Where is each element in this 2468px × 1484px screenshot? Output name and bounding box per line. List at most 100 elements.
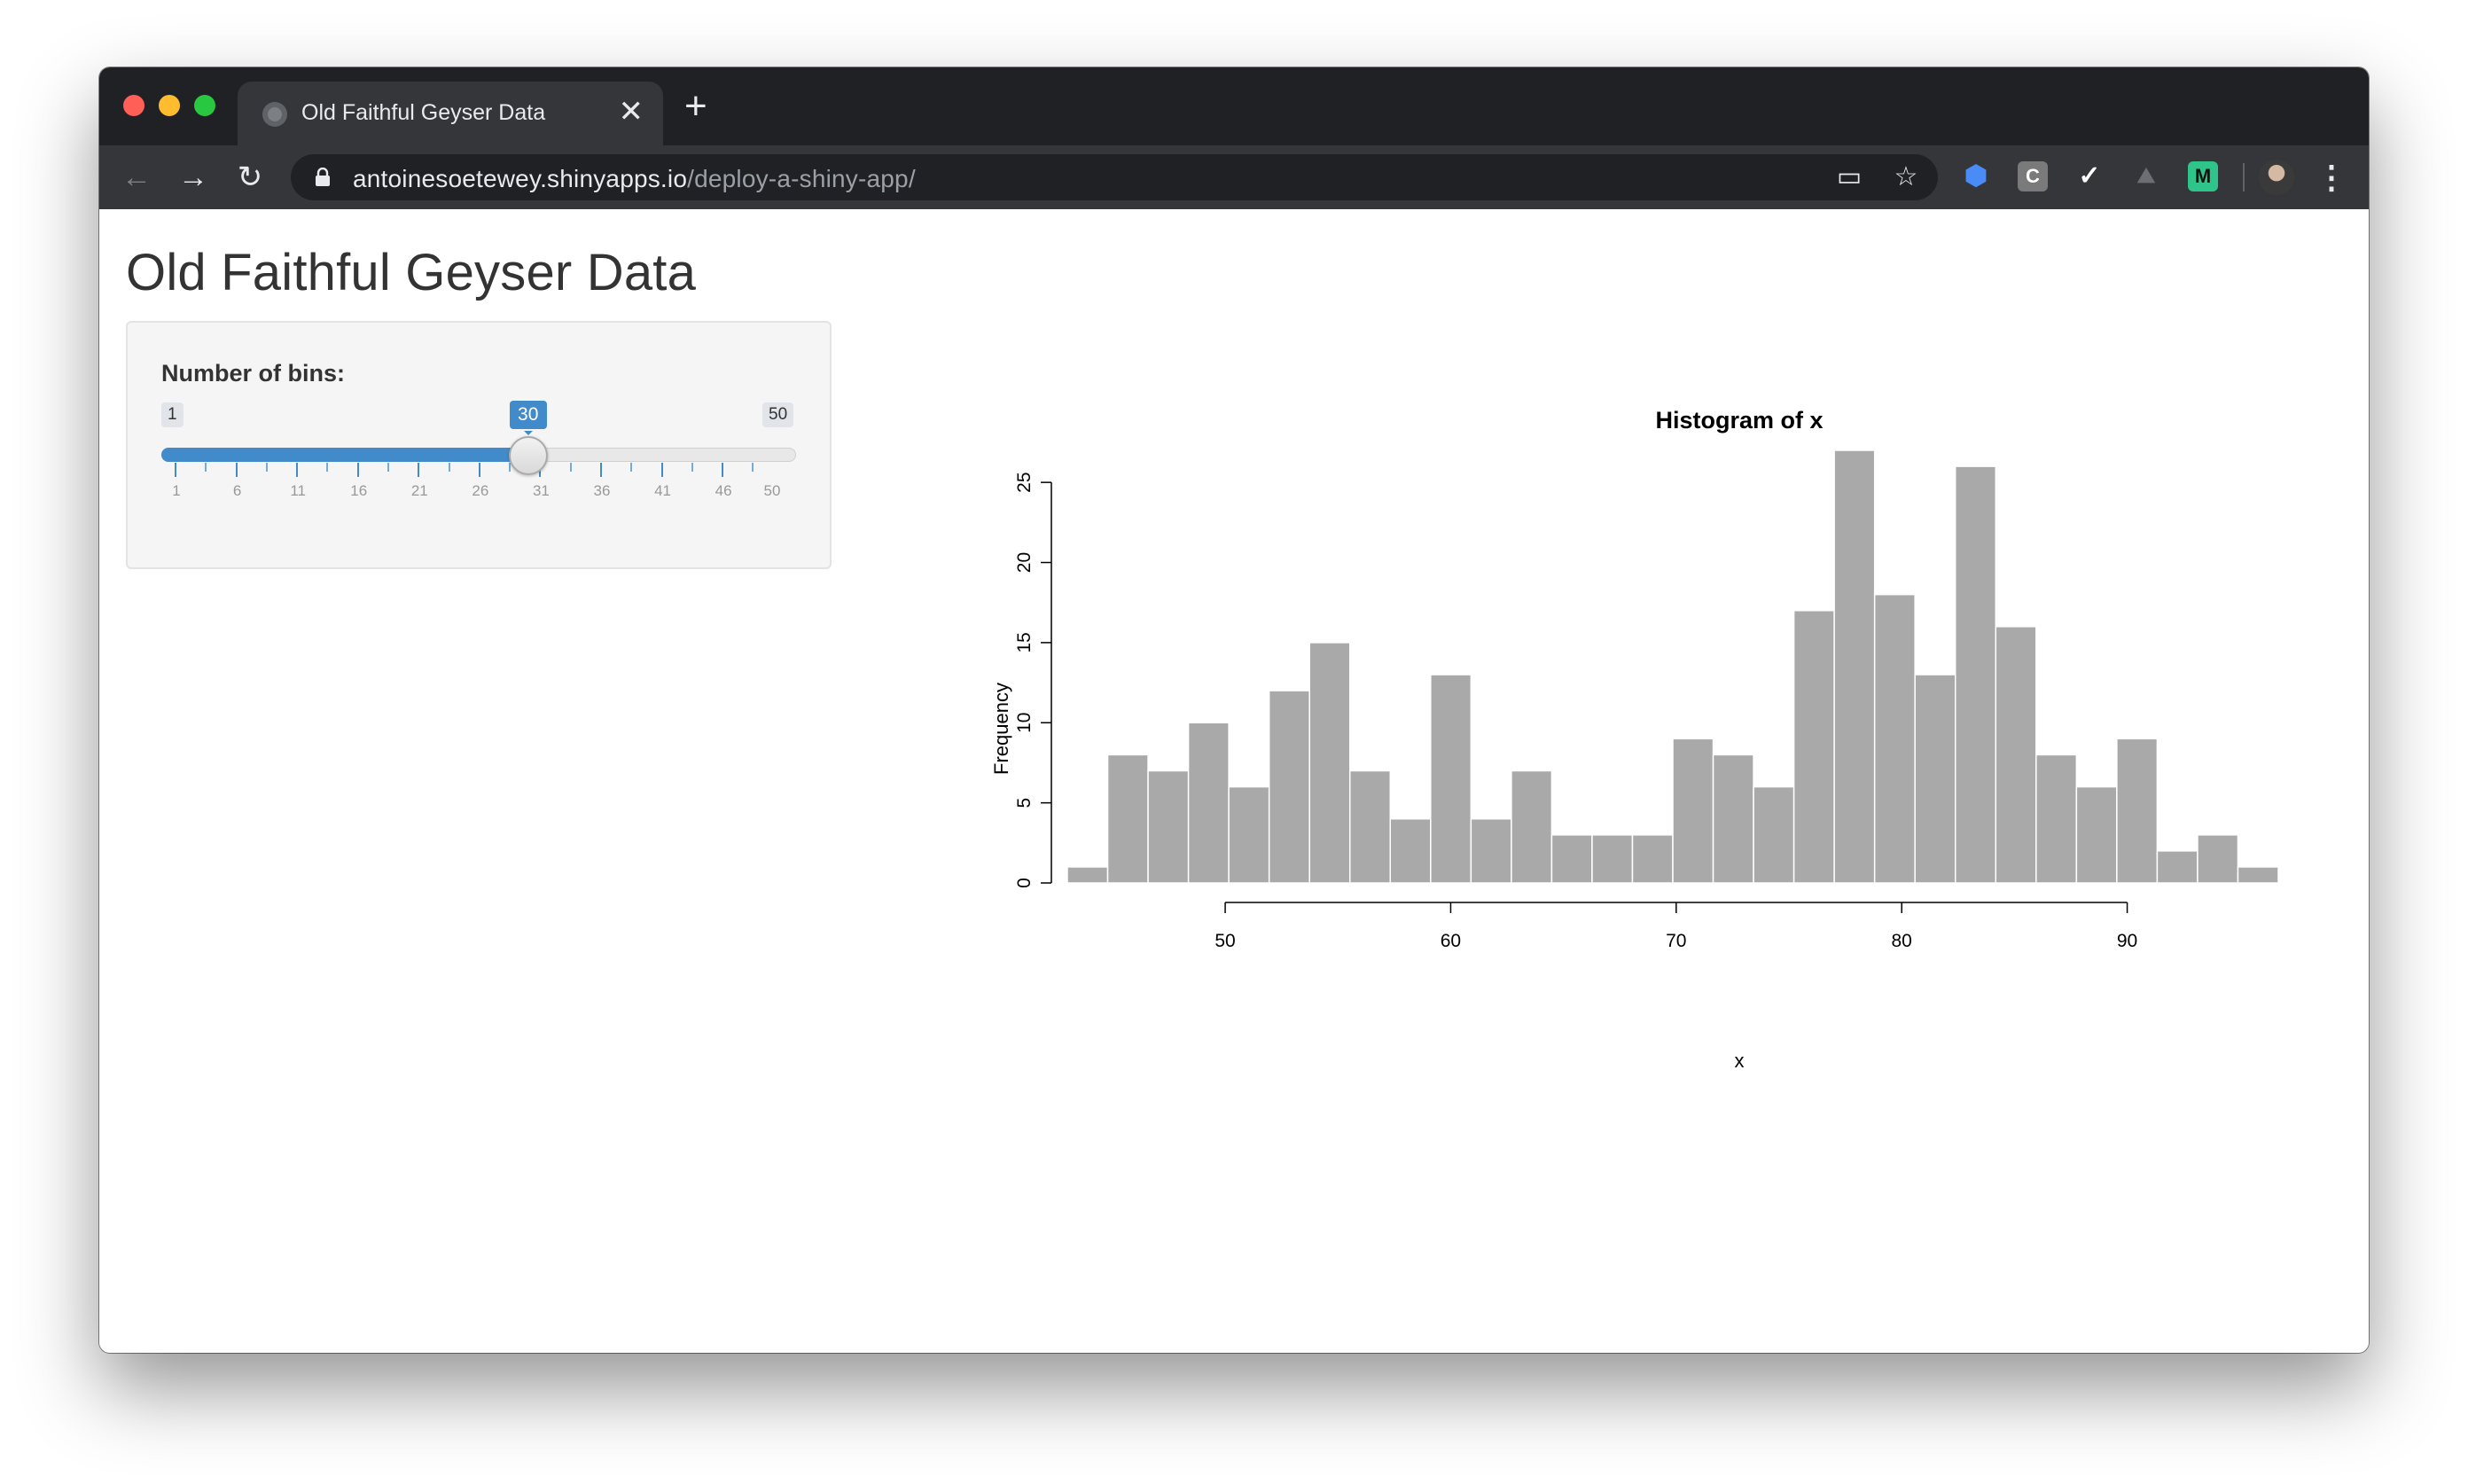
back-arrow-icon[interactable]: ← xyxy=(121,160,152,194)
chart-title: Histogram of x xyxy=(1655,407,1823,433)
slider-tick xyxy=(448,463,450,472)
histogram-bar xyxy=(1954,465,1997,884)
histogram-bar xyxy=(2197,834,2239,884)
histogram-bar xyxy=(1914,674,1956,884)
slider-value-badge: 30 xyxy=(509,401,547,435)
x-tick-label: 60 xyxy=(1441,931,1461,951)
x-axis-label: x xyxy=(1735,1050,1745,1072)
bookmark-star-icon[interactable]: ☆ xyxy=(1894,162,1918,191)
bins-slider-handle[interactable] xyxy=(508,436,548,475)
close-tab-button[interactable]: ✕ xyxy=(618,95,644,129)
x-tick-label: 70 xyxy=(1666,931,1686,951)
histogram-bar xyxy=(1753,785,1795,884)
lock-icon xyxy=(316,168,330,186)
tab-bar: Old Faithful Geyser Data ✕ + xyxy=(99,67,2369,145)
maximize-window-button[interactable] xyxy=(194,95,215,116)
histogram-bar xyxy=(1550,834,1593,884)
slider-tick xyxy=(660,463,663,477)
slider-tick xyxy=(356,463,359,477)
y-tick-label: 25 xyxy=(1014,472,1035,492)
slider-tick xyxy=(296,463,299,477)
histogram-bar xyxy=(2156,850,2199,884)
histogram-bar xyxy=(1106,754,1149,884)
profile-avatar[interactable] xyxy=(2259,160,2294,195)
slider-tick xyxy=(478,463,480,477)
slider-tick-label: 1 xyxy=(172,482,181,499)
bins-slider-label: Number of bins: xyxy=(161,360,345,387)
slider-ticks: 1 6 11 16 21 26 31 36 41 46 50 xyxy=(128,323,833,571)
histogram-bar xyxy=(1995,626,2037,884)
y-axis-label: Frequency xyxy=(990,683,1012,775)
histogram-bar xyxy=(1511,769,1553,884)
slider-tick-label: 50 xyxy=(763,482,781,499)
histogram-bar xyxy=(1873,593,1916,884)
histogram-bar xyxy=(2035,754,2078,884)
more-menu-icon[interactable]: ⋮ xyxy=(2316,159,2347,195)
slider-tick-label: 16 xyxy=(350,482,368,499)
page-content: Old Faithful Geyser Data Number of bins:… xyxy=(99,209,2369,1353)
browser-window: Old Faithful Geyser Data ✕ + ← → ↻ antoi… xyxy=(99,67,2369,1353)
shield-icon[interactable]: ⬢ xyxy=(1964,161,1988,191)
slider-tick xyxy=(752,463,754,472)
slider-tick xyxy=(235,463,238,477)
minimize-window-button[interactable] xyxy=(159,95,180,116)
slider-tick xyxy=(691,463,693,472)
address-bar[interactable]: antoinesoetewey.shinyapps.io/deploy-a-sh… xyxy=(291,154,1938,200)
y-axis: 0 5 10 15 20 25 xyxy=(1014,472,1052,888)
histogram-bar xyxy=(1430,674,1472,884)
slider-tick xyxy=(509,463,512,472)
reload-icon[interactable]: ↻ xyxy=(237,160,263,194)
histogram-bar xyxy=(1389,817,1432,884)
histogram-bar xyxy=(1631,834,1674,884)
mountain-icon[interactable]: ⛰ xyxy=(2136,164,2156,188)
histogram-bar xyxy=(1147,769,1190,884)
sidebar-panel: Number of bins: 1 50 30 1 6 11 16 21 26 31 36 41… xyxy=(126,321,832,569)
slider-tick-label: 21 xyxy=(410,482,428,499)
slider-tick xyxy=(722,463,724,477)
slider-tick-label: 41 xyxy=(654,482,672,499)
close-window-button[interactable] xyxy=(123,95,144,116)
slider-tick xyxy=(326,463,329,472)
histogram-bar xyxy=(1268,690,1310,884)
url-text: antoinesoetewey.shinyapps.io/deploy-a-sh… xyxy=(353,165,916,193)
slider-max-badge: 50 xyxy=(762,402,794,427)
histogram-bar xyxy=(1308,642,1351,884)
histogram-bar xyxy=(1672,738,1714,884)
slider-tick-label: 26 xyxy=(472,482,489,499)
slider-min-badge: 1 xyxy=(161,402,184,427)
slider-tick xyxy=(265,463,268,472)
histogram-bar xyxy=(1187,722,1230,884)
y-tick-label: 20 xyxy=(1014,552,1035,573)
x-tick-label: 90 xyxy=(2117,931,2137,951)
slider-tick xyxy=(175,463,176,477)
page-title: Old Faithful Geyser Data xyxy=(126,244,697,301)
browser-toolbar: ← → ↻ antoinesoetewey.shinyapps.io/deplo… xyxy=(99,145,2369,209)
slider-tick xyxy=(205,463,207,472)
histogram-bar xyxy=(1228,785,1270,884)
x-tick-label: 50 xyxy=(1214,931,1235,951)
x-axis: 50 60 70 80 90 xyxy=(1214,902,2137,951)
extension-c-button[interactable]: C xyxy=(2018,161,2048,191)
tab-title: Old Faithful Geyser Data xyxy=(301,100,546,125)
y-tick-label: 10 xyxy=(1014,713,1035,733)
y-tick-label: 15 xyxy=(1014,632,1035,652)
slider-tick-label: 36 xyxy=(593,482,611,499)
checkmark-icon[interactable]: ✓ xyxy=(2078,161,2101,191)
y-tick-label: 5 xyxy=(1014,798,1035,808)
extension-m-button[interactable]: M xyxy=(2188,161,2218,191)
histogram-bar xyxy=(1348,769,1392,884)
install-app-icon[interactable]: ▭ xyxy=(1836,162,1863,191)
bins-slider-fill xyxy=(161,448,528,462)
histogram-bar xyxy=(1591,834,1634,884)
slider-tick xyxy=(600,463,602,477)
forward-arrow-icon[interactable]: → xyxy=(178,160,208,194)
url-path: /deploy-a-shiny-app/ xyxy=(687,165,916,192)
new-tab-button[interactable]: + xyxy=(684,84,707,128)
histogram-bar xyxy=(1833,449,1876,884)
histogram-bar xyxy=(1470,817,1512,884)
toolbar-divider xyxy=(2243,163,2245,191)
histogram-bar xyxy=(1792,609,1835,884)
tab-old-faithful[interactable]: Old Faithful Geyser Data ✕ xyxy=(238,82,663,145)
slider-tick xyxy=(569,463,572,472)
slider-tick-label: 46 xyxy=(715,482,732,499)
